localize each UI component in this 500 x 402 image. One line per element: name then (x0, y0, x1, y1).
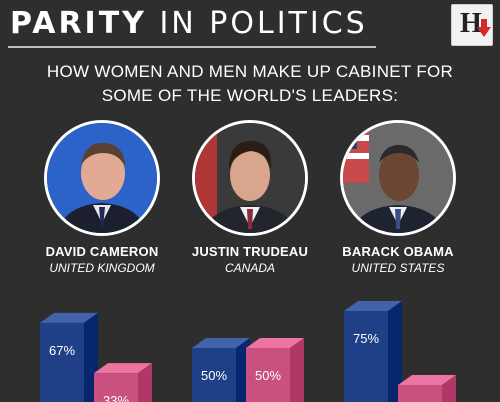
logo-arrow-icon (477, 27, 491, 37)
leader-country: UNITED STATES (351, 261, 445, 275)
leader-name: JUSTIN TRUDEAU (191, 244, 309, 259)
leader-trudeau: JUSTIN TRUDEAU CANADA (180, 120, 320, 275)
leader-country: CANADA (224, 261, 275, 275)
bar-value-label: 33% (103, 393, 129, 402)
logo-arrow-stem (481, 19, 487, 28)
portrait-avatar (192, 120, 308, 236)
bar-front (398, 385, 442, 402)
bar-front (344, 311, 388, 402)
bar-front (40, 322, 84, 402)
portrait-illustration (195, 123, 305, 233)
leader-cameron: DAVID CAMERON UNITED KINGDOM (32, 120, 172, 275)
title-bold: PARITY (10, 6, 147, 41)
logo-icon: H (451, 4, 493, 46)
bar-front (94, 373, 138, 402)
leader-name: BARACK OBAMA (342, 244, 454, 259)
bar-front (192, 348, 236, 402)
leader-country: UNITED KINGDOM (49, 261, 155, 275)
bar-top (344, 301, 402, 311)
chart-subtitle: HOW WOMEN AND MEN MAKE UP CABINET FOR SO… (0, 60, 500, 108)
bar-top (246, 338, 304, 348)
bar-value-label: 75% (353, 331, 379, 346)
bar-top (94, 363, 152, 374)
bar-side (290, 338, 304, 402)
subtitle-line-2: SOME OF THE WORLD'S LEADERS: (101, 86, 399, 105)
leader-name: DAVID CAMERON (45, 244, 159, 259)
leader-obama: BARACK OBAMA UNITED STATES (328, 120, 468, 275)
bar-value-label: 50% (255, 368, 281, 383)
title-underline (8, 46, 376, 48)
portrait-avatar (44, 120, 160, 236)
bar-side (138, 363, 152, 402)
bar-value-label: 50% (201, 368, 227, 383)
cabinet-bar-chart: 67%33%50%50%75%25% (40, 301, 456, 402)
bar-front (246, 348, 290, 402)
subtitle-line-1: HOW WOMEN AND MEN MAKE UP CABINET FOR (46, 62, 454, 81)
logo-letter: H (460, 8, 482, 39)
portrait-avatar (340, 120, 456, 236)
bar-top (40, 312, 98, 323)
bar-value-label: 67% (49, 343, 75, 358)
portrait-illustration (343, 123, 453, 233)
portrait-illustration (47, 123, 157, 233)
title-rest: IN POLITICS (159, 6, 368, 41)
bar-top (398, 375, 456, 385)
bar-top (192, 338, 250, 348)
bar-side (388, 301, 402, 402)
page-title: PARITY IN POLITICS (10, 6, 368, 41)
bar-side (442, 375, 456, 402)
